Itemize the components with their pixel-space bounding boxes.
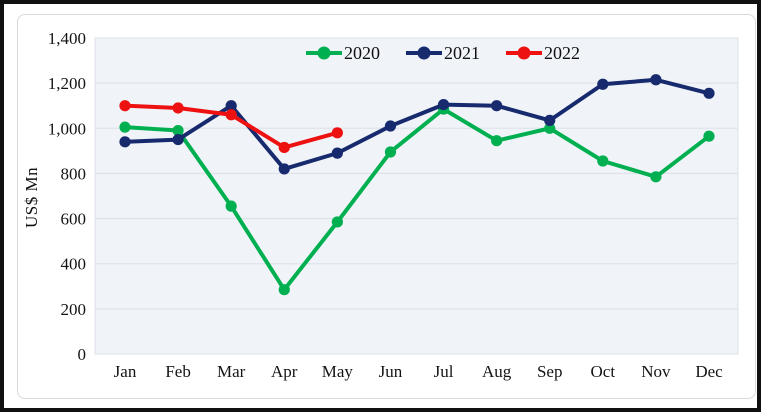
data-point-2022-Apr [278, 141, 290, 154]
window-frame: 0 200 400 600 800 1,000 1,200 1,400 Jan Feb Mar Apr… [0, 0, 761, 412]
x-tick-label: Feb [165, 362, 191, 381]
y-tick-label: 0 [78, 345, 87, 364]
legend-marker-dot-2020 [317, 46, 331, 60]
data-point-2020-Jan [119, 121, 131, 133]
series-line-2020 [123, 107, 711, 292]
x-tick-label: Dec [695, 362, 723, 381]
x-tick-label: Jan [114, 362, 137, 381]
x-tick-label: Apr [271, 362, 298, 381]
data-point-2021-Oct [597, 78, 609, 90]
x-tick-label: Sep [537, 362, 563, 381]
legend-marker-2022 [506, 46, 542, 60]
data-point-2021-Mar [225, 100, 237, 112]
x-tick-label: Jul [434, 362, 454, 381]
y-tick-label: 400 [61, 255, 87, 274]
data-point-2020-Nov [650, 171, 662, 183]
legend-item-2021: 2021 [406, 43, 480, 64]
y-tick-label: 1,200 [48, 74, 86, 93]
plot-area [94, 37, 739, 355]
legend-label-2021: 2021 [444, 42, 480, 63]
data-point-2021-Jan [119, 136, 131, 148]
x-tick-label: Oct [591, 362, 616, 381]
data-point-2020-Aug [491, 135, 503, 147]
legend-label-2020: 2020 [344, 42, 380, 63]
data-point-2020-Mar [225, 200, 237, 212]
data-point-2021-Aug [491, 100, 503, 112]
y-tick-label: 1,400 [48, 29, 86, 48]
data-point-2022-Mar [225, 109, 237, 121]
x-tick-label: Nov [641, 362, 671, 381]
data-point-2020-Apr [278, 284, 290, 296]
y-tick-label: 1,000 [48, 119, 86, 138]
legend-marker-2020 [306, 46, 342, 60]
data-point-2020-Feb [172, 124, 184, 137]
chart-svg: 0 200 400 600 800 1,000 1,200 1,400 Jan Feb Mar Apr… [48, 29, 739, 381]
legend-marker-2021 [406, 46, 442, 60]
data-point-2021-Feb [172, 133, 184, 146]
legend-item-2020: 2020 [306, 43, 380, 64]
data-point-2020-May [331, 216, 343, 228]
data-point-2021-Nov [650, 74, 662, 86]
y-tick-label: 200 [61, 300, 87, 319]
data-point-2022-Jan [119, 100, 131, 112]
data-point-2021-Dec [703, 87, 715, 99]
data-point-2020-Oct [597, 155, 609, 167]
legend-marker-dot-2022 [517, 46, 531, 60]
legend-marker-dot-2021 [417, 46, 431, 60]
y-axis-title: US$ Mn [22, 166, 41, 229]
chart-legend: 2020 2021 2022 [306, 41, 580, 65]
legend-label-2022: 2022 [544, 42, 580, 63]
chart-card: 0 200 400 600 800 1,000 1,200 1,400 Jan Feb Mar Apr… [17, 14, 756, 399]
data-point-2021-Sep [544, 114, 556, 126]
data-point-2020-Dec [703, 130, 715, 142]
data-point-2020-Jun [384, 146, 397, 158]
data-point-2021-Apr [278, 163, 290, 175]
x-tick-label: May [322, 362, 354, 381]
series-line-2021 [123, 77, 711, 171]
data-point-2022-Feb [172, 102, 184, 114]
data-point-2021-Jul [437, 98, 450, 111]
data-point-2020-Sep [544, 122, 556, 134]
data-point-2022-May [331, 127, 343, 139]
legend-item-2022: 2022 [506, 43, 580, 64]
data-point-2021-May [331, 147, 343, 159]
data-point-2021-Jun [384, 120, 397, 132]
x-tick-label: Mar [217, 362, 246, 381]
y-tick-label: 600 [61, 210, 87, 229]
x-tick-label: Aug [482, 362, 512, 381]
y-tick-label: 800 [61, 164, 87, 183]
x-tick-label: Jun [379, 362, 403, 381]
